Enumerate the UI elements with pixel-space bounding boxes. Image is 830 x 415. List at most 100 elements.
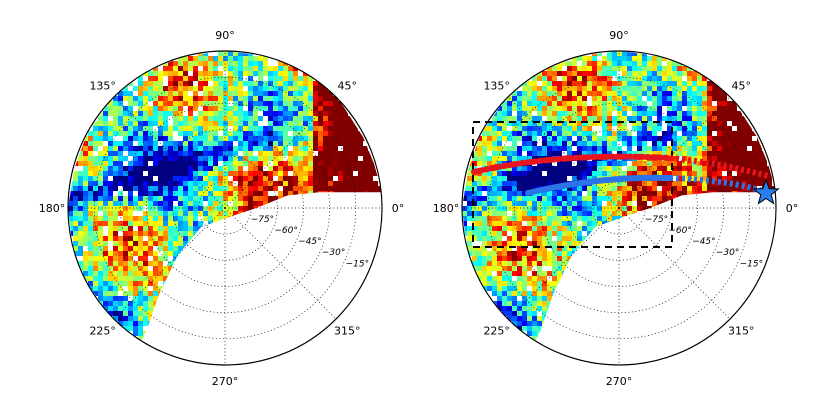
elevation-label: −30° — [322, 248, 346, 258]
heatmap-cell — [163, 71, 168, 76]
heatmap-cell — [248, 206, 253, 211]
heatmap-cell — [767, 236, 772, 241]
heatmap-cell — [687, 151, 692, 156]
heatmap-cell — [467, 251, 472, 256]
heatmap-cell — [263, 106, 268, 111]
heatmap-cell — [253, 86, 258, 91]
heatmap-cell — [657, 81, 662, 86]
heatmap-cell — [308, 271, 313, 276]
heatmap-cell — [752, 196, 757, 201]
heatmap-cell — [218, 191, 223, 196]
heatmap-cell — [487, 146, 492, 151]
heatmap-cell — [73, 186, 78, 191]
heatmap-cell — [238, 191, 243, 196]
heatmap-cell — [637, 196, 642, 201]
heatmap-cell — [243, 296, 248, 301]
heatmap-cell — [123, 121, 128, 126]
heatmap-cell — [138, 306, 143, 311]
heatmap-cell — [313, 166, 318, 171]
heatmap-cell — [567, 206, 572, 211]
heatmap-cell — [173, 256, 178, 261]
heatmap-cell — [218, 271, 223, 276]
heatmap-cell — [213, 316, 218, 321]
heatmap-cell — [343, 281, 348, 286]
heatmap-cell — [178, 336, 183, 341]
heatmap-cell — [173, 271, 178, 276]
heatmap-cell — [188, 161, 193, 166]
heatmap-cell — [577, 161, 582, 166]
heatmap-cell — [238, 216, 243, 221]
heatmap-cell — [98, 131, 103, 136]
heatmap-cell — [248, 236, 253, 241]
heatmap-cell — [258, 131, 263, 136]
heatmap-cell — [687, 91, 692, 96]
heatmap-cell — [163, 201, 168, 206]
heatmap-cell — [153, 76, 158, 81]
heatmap-cell — [178, 256, 183, 261]
heatmap-cell — [597, 91, 602, 96]
heatmap-cell — [118, 286, 123, 291]
heatmap-cell — [188, 141, 193, 146]
heatmap-cell — [253, 251, 258, 256]
heatmap-cell — [188, 261, 193, 266]
heatmap-cell — [218, 221, 223, 226]
heatmap-cell — [303, 81, 308, 86]
heatmap-cell — [348, 201, 353, 206]
heatmap-cell — [682, 136, 687, 141]
heatmap-cell — [682, 121, 687, 126]
heatmap-cell — [278, 346, 283, 350]
heatmap-cell — [113, 231, 118, 236]
heatmap-cell — [497, 176, 502, 181]
heatmap-cell — [607, 236, 612, 241]
heatmap-cell — [173, 351, 178, 356]
heatmap-cell — [562, 116, 567, 121]
heatmap-cell — [248, 296, 253, 301]
heatmap-cell — [467, 231, 472, 236]
heatmap-cell — [632, 161, 637, 166]
heatmap-cell — [138, 251, 143, 256]
heatmap-cell — [373, 206, 378, 211]
heatmap-cell — [702, 126, 707, 131]
heatmap-cell — [338, 126, 343, 131]
heatmap-cell — [183, 196, 188, 201]
heatmap-cell — [163, 131, 168, 136]
heatmap-cell — [173, 86, 178, 91]
heatmap-cell — [133, 306, 138, 311]
heatmap-cell — [632, 206, 637, 211]
heatmap-cell — [467, 186, 472, 191]
heatmap-cell — [313, 216, 318, 221]
heatmap-cell — [78, 171, 83, 176]
heatmap-cell — [288, 236, 293, 241]
heatmap-cell — [228, 221, 233, 226]
heatmap-cell — [592, 146, 597, 151]
heatmap-cell — [153, 316, 158, 321]
heatmap-cell — [193, 311, 198, 316]
heatmap-cell — [123, 276, 128, 281]
heatmap-cell — [193, 356, 198, 361]
heatmap-cell — [637, 111, 642, 116]
heatmap-cell — [118, 176, 123, 181]
heatmap-cell — [303, 96, 308, 101]
heatmap-cell — [218, 226, 223, 231]
heatmap-cell — [153, 301, 158, 306]
heatmap-cell — [158, 156, 163, 161]
heatmap-cell — [333, 201, 338, 206]
heatmap-cell — [88, 136, 93, 141]
heatmap-cell — [692, 131, 697, 136]
heatmap-cell — [268, 86, 273, 91]
heatmap-cell — [163, 251, 168, 256]
heatmap-cell — [532, 91, 537, 96]
heatmap-cell — [283, 211, 288, 216]
heatmap-cell — [487, 171, 492, 176]
heatmap-cell — [198, 346, 203, 350]
heatmap-cell — [128, 181, 133, 186]
heatmap-cell — [742, 136, 747, 141]
heatmap-cell — [572, 221, 577, 226]
heatmap-cell — [178, 196, 183, 201]
heatmap-cell — [338, 291, 343, 296]
heatmap-cell — [612, 251, 617, 256]
heatmap-cell — [667, 136, 672, 141]
heatmap-cell — [278, 96, 283, 101]
heatmap-cell — [248, 186, 253, 191]
heatmap-cell — [108, 236, 113, 241]
